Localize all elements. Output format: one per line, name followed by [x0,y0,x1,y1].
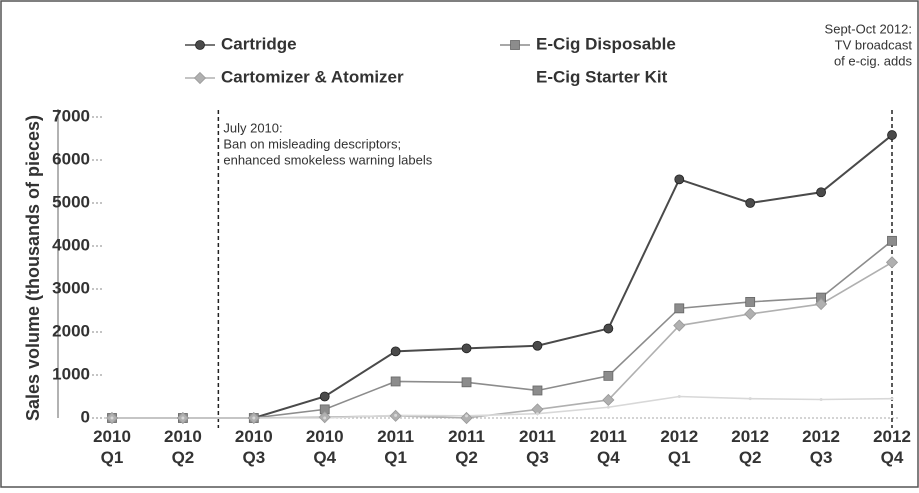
legend-label: Cartomizer & Atomizer [221,67,404,86]
marker [394,413,398,417]
x-tick-label: 2012 Q3 [802,427,840,467]
x-tick-label: 2012 Q4 [873,427,911,467]
marker [603,370,614,381]
marker [602,393,615,407]
marker [390,346,401,357]
marker [390,376,401,387]
annotation: Ban on misleading descriptors; [223,136,401,151]
x-tick-label: 2010 Q1 [93,427,131,467]
marker [744,307,757,321]
marker [606,405,610,409]
marker [323,416,327,420]
y-axis-label: Sales volume (thousands of pieces) [23,115,43,421]
marker [460,411,473,425]
annotation: enhanced smokeless warning labels [223,152,432,167]
annotation: TV broadcast [835,37,913,52]
marker [461,377,472,388]
marker [110,416,114,420]
x-tick-label: 2010 Q3 [235,427,273,467]
y-tick-label: 6000 [52,149,90,168]
marker [885,256,899,269]
annotation: Sept-Oct 2012: [825,21,912,36]
legend-label: E-Cig Starter Kit [536,67,668,86]
marker [193,71,207,85]
x-tick-label: 2010 Q2 [164,427,202,467]
x-tick-label: 2011 Q2 [448,427,485,467]
y-tick-label: 2000 [52,321,90,340]
series-line [112,395,893,419]
x-tick-label: 2011 Q4 [590,427,627,467]
marker [319,391,330,402]
marker [673,319,686,332]
legend-label: Cartridge [221,34,297,53]
marker [890,397,894,401]
marker [535,412,539,416]
marker [532,340,543,351]
marker [465,414,469,418]
y-tick-label: 3000 [52,278,90,297]
marker [816,187,826,198]
x-tick-label: 2012 Q1 [660,427,698,467]
marker [461,343,472,354]
x-tick-label: 2011 Q3 [519,427,556,467]
marker [815,297,828,311]
marker [887,235,897,246]
marker [674,303,685,314]
y-tick-label: 1000 [52,364,90,383]
legend-label: E-Cig Disposable [536,34,676,53]
marker [887,130,897,140]
x-tick-label: 2010 Q4 [306,427,344,467]
marker [748,397,752,401]
marker [195,40,205,50]
x-tick-label: 2011 Q1 [377,427,414,467]
x-tick-label: 2012 Q2 [731,427,769,467]
marker [181,416,185,420]
marker [745,296,756,307]
marker [252,416,256,420]
y-tick-label: 5000 [52,192,90,211]
y-tick-label: 0 [81,407,90,426]
marker [745,198,756,208]
y-tick-label: 7000 [52,106,90,125]
annotation: of e-cig. adds [834,53,913,68]
marker [603,323,614,334]
marker [532,385,543,396]
y-tick-label: 4000 [52,235,90,254]
annotation: July 2010: [223,120,282,135]
marker [819,398,823,402]
marker [674,174,685,185]
marker [510,40,520,50]
marker [677,395,681,398]
